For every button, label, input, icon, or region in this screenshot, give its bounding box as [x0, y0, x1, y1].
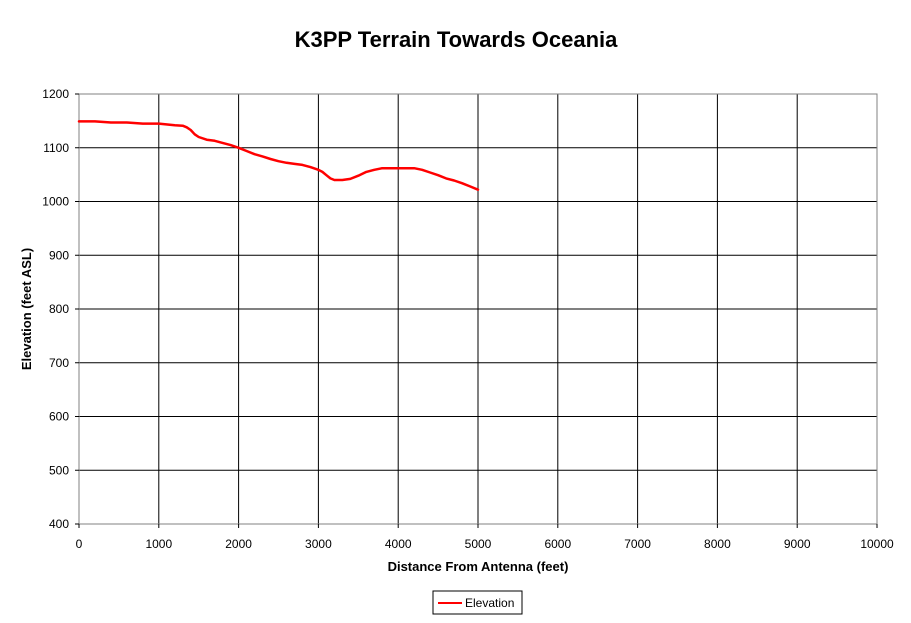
x-tick-label: 9000 — [784, 537, 811, 551]
series-layer — [77, 120, 480, 191]
legend-box — [432, 590, 523, 615]
y-tick-label: 800 — [49, 302, 69, 316]
x-axis: 0 1000 2000 3000 4000 5000 6000 7000 8000 9000 100… — [76, 524, 894, 551]
x-tick-label: 5000 — [465, 537, 492, 551]
y-tick-label: 500 — [49, 463, 69, 477]
x-tick-label: 4000 — [385, 537, 412, 551]
x-tick-label: 6000 — [544, 537, 571, 551]
x-tick-label: 1000 — [145, 537, 172, 551]
y-tick-label: 600 — [49, 410, 69, 424]
legend-label-elevation: Elevation — [465, 596, 514, 610]
y-tick-label: 1000 — [42, 195, 69, 209]
y-axis-title: Elevation (feet ASL) — [19, 248, 34, 370]
x-tick-label: 0 — [76, 537, 83, 551]
series-line-elevation — [77, 120, 480, 191]
chart-title: K3PP Terrain Towards Oceania — [295, 27, 619, 52]
x-tick-label: 8000 — [704, 537, 731, 551]
x-tick-label: 10000 — [860, 537, 894, 551]
y-tick-label: 700 — [49, 356, 69, 370]
x-axis-title: Distance From Antenna (feet) — [388, 559, 569, 574]
y-tick-label: 900 — [49, 248, 69, 262]
x-tick-label: 7000 — [624, 537, 651, 551]
y-tick-label: 1200 — [42, 87, 69, 101]
y-tick-label: 1100 — [43, 141, 69, 155]
y-tick-label: 400 — [49, 517, 69, 531]
y-axis: 400 500 600 700 800 900 1000 1100 1200 — [42, 87, 79, 531]
x-tick-label: 2000 — [225, 537, 252, 551]
gridlines — [78, 93, 878, 525]
x-tick-label: 3000 — [305, 537, 332, 551]
legend: Elevation — [432, 590, 523, 615]
